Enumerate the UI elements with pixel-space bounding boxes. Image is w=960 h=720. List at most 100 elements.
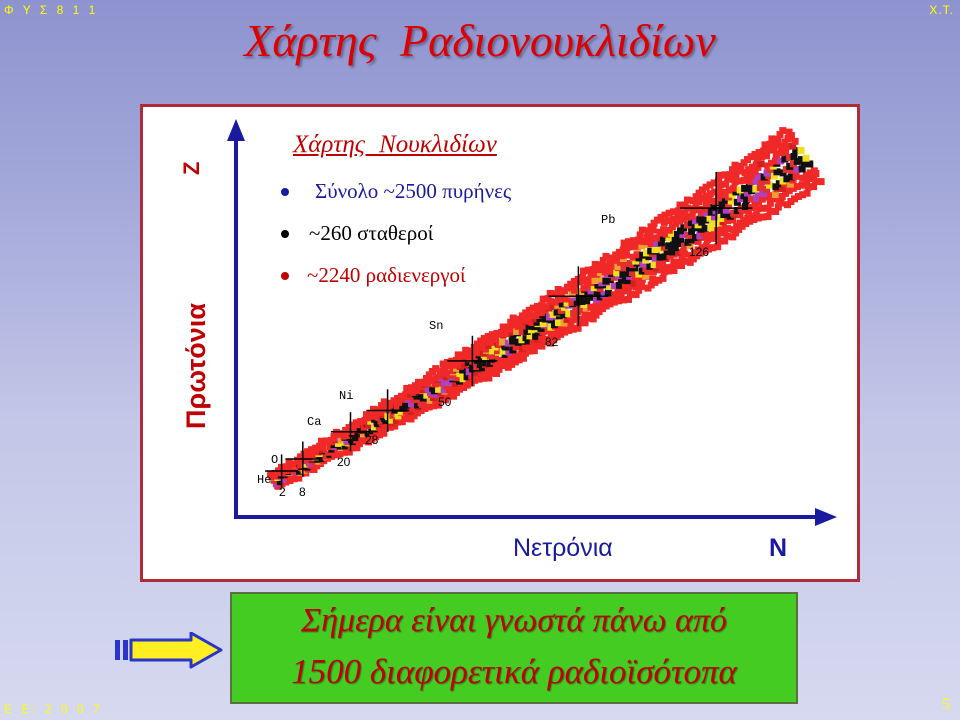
nuclide-cell: [389, 411, 397, 419]
nuclide-cell: [585, 276, 593, 284]
conclusion-box: Σήμερα είναι γνωστά πάνω από 1500 διαφορ…: [230, 592, 798, 704]
nuclide-cell: [684, 213, 692, 221]
nuclide-cell: [759, 204, 767, 212]
nuclide-cell: [394, 394, 402, 402]
nuclide-cell: [790, 152, 798, 160]
nuclide-cell: [439, 367, 447, 375]
nuclide-cell: [528, 343, 536, 351]
magic-number-label: 20: [337, 455, 351, 469]
nuclide-cell: [741, 184, 749, 192]
nuclide-cell: [330, 432, 338, 440]
nuclide-cell: [786, 180, 794, 188]
nuclide-cell: [793, 157, 801, 165]
nuclide-cell: [493, 370, 500, 377]
nuclide-cell: [623, 260, 631, 267]
nuclide-cell: [650, 261, 658, 269]
nuclide-cell: [784, 142, 791, 150]
nuclide-cell: [789, 184, 797, 192]
nuclide-cell: [724, 175, 732, 183]
nuclide-cell: [776, 131, 784, 139]
nuclide-cell: [782, 148, 790, 156]
nuclide-cell: [751, 167, 759, 175]
nuclide-cell: [403, 384, 411, 392]
nuclide-cell: [610, 273, 618, 281]
nuclide-cell: [591, 277, 599, 284]
nuclide-cell: [720, 211, 728, 219]
nuclide-cell: [761, 141, 769, 149]
nuclide-cell: [445, 386, 453, 394]
nuclide-cell: [335, 439, 342, 447]
nuclide-cell: [721, 229, 729, 237]
nuclide-cell: [602, 277, 610, 285]
nuclide-cell: [480, 374, 488, 382]
nuclide-cell: [386, 423, 394, 431]
nuclide-cell: [606, 300, 614, 308]
nuclide-cell: [593, 288, 601, 296]
nuclide-cell: [689, 205, 697, 213]
nuclide-cell: [421, 405, 429, 412]
nuclide-cell: [546, 313, 553, 321]
nuclide-cell: [574, 324, 582, 332]
nuclide-cell: [629, 253, 637, 261]
nuclide-cell: [364, 421, 372, 429]
nuclide-cell: [285, 459, 293, 467]
nuclide-cell: [432, 365, 440, 373]
nuclide-cell: [525, 314, 533, 322]
n-axis-arrowhead: [815, 508, 837, 526]
nuclide-cell: [680, 215, 688, 223]
nuclide-cell: [408, 384, 415, 392]
nuclide-cell: [613, 269, 621, 277]
nuclide-cell: [724, 217, 732, 225]
nuclide-cell: [817, 178, 825, 186]
nuclide-cell: [440, 386, 448, 394]
nuclide-cell: [523, 327, 531, 335]
nuclide-cell: [617, 276, 625, 284]
nuclide-cell: [810, 183, 818, 191]
nuclide-cell: [694, 237, 702, 245]
nuclide-cell: [728, 190, 736, 198]
magic-number-label: 50: [438, 395, 452, 409]
nuclide-cell: [456, 370, 464, 378]
nuclide-cell: [424, 385, 432, 393]
nuclide-cell: [363, 411, 370, 419]
nuclide-cell: [806, 169, 814, 177]
nuclide-cell: [345, 424, 353, 432]
nuclide-cell: [460, 351, 467, 359]
nuclide-cell: [752, 211, 760, 219]
nuclide-cell: [754, 205, 762, 213]
nuclide-cell: [763, 193, 770, 201]
nuclide-cell: [793, 166, 801, 173]
slide-title: Χάρτης Ραδιονουκλιδίων: [244, 15, 716, 66]
nuclide-cell: [798, 181, 806, 189]
nuclide-cell: [691, 249, 698, 256]
nuclide-cell: [787, 173, 795, 181]
nuclide-cell: [567, 280, 575, 288]
nuclide-cell: [810, 167, 818, 175]
nuclide-cell: [704, 235, 711, 243]
nuclide-cell: [533, 302, 541, 310]
nuclide-cell: [675, 258, 683, 266]
nuclide-cell: [475, 375, 483, 383]
nuclide-cell: [500, 356, 507, 364]
nuclide-cell: [711, 213, 718, 221]
nuclide-cell: [417, 399, 425, 407]
nuclide-cell: [657, 213, 665, 221]
nuclide-cell: [435, 385, 443, 393]
nuclide-cell: [533, 310, 541, 318]
nuclide-cell: [597, 261, 605, 269]
bullet-text: ~2240 ραδιενεργοί: [307, 263, 466, 287]
nuclide-cell: [575, 294, 583, 302]
nuclide-cell: [663, 230, 670, 238]
nuclide-cell: [684, 238, 692, 246]
nuclide-cell: [571, 286, 579, 294]
nuclide-cell: [670, 241, 677, 249]
nuclide-cell: [557, 330, 565, 338]
nuclide-cell: [549, 302, 557, 310]
nuclide-cell: [578, 274, 586, 282]
nuclide-cell: [539, 320, 547, 328]
nuclide-cell: [525, 322, 533, 330]
nuclide-cell: [628, 243, 636, 251]
nuclide-cell: [789, 142, 797, 150]
nuclide-cell: [665, 209, 673, 217]
nuclide-cell: [718, 224, 726, 232]
